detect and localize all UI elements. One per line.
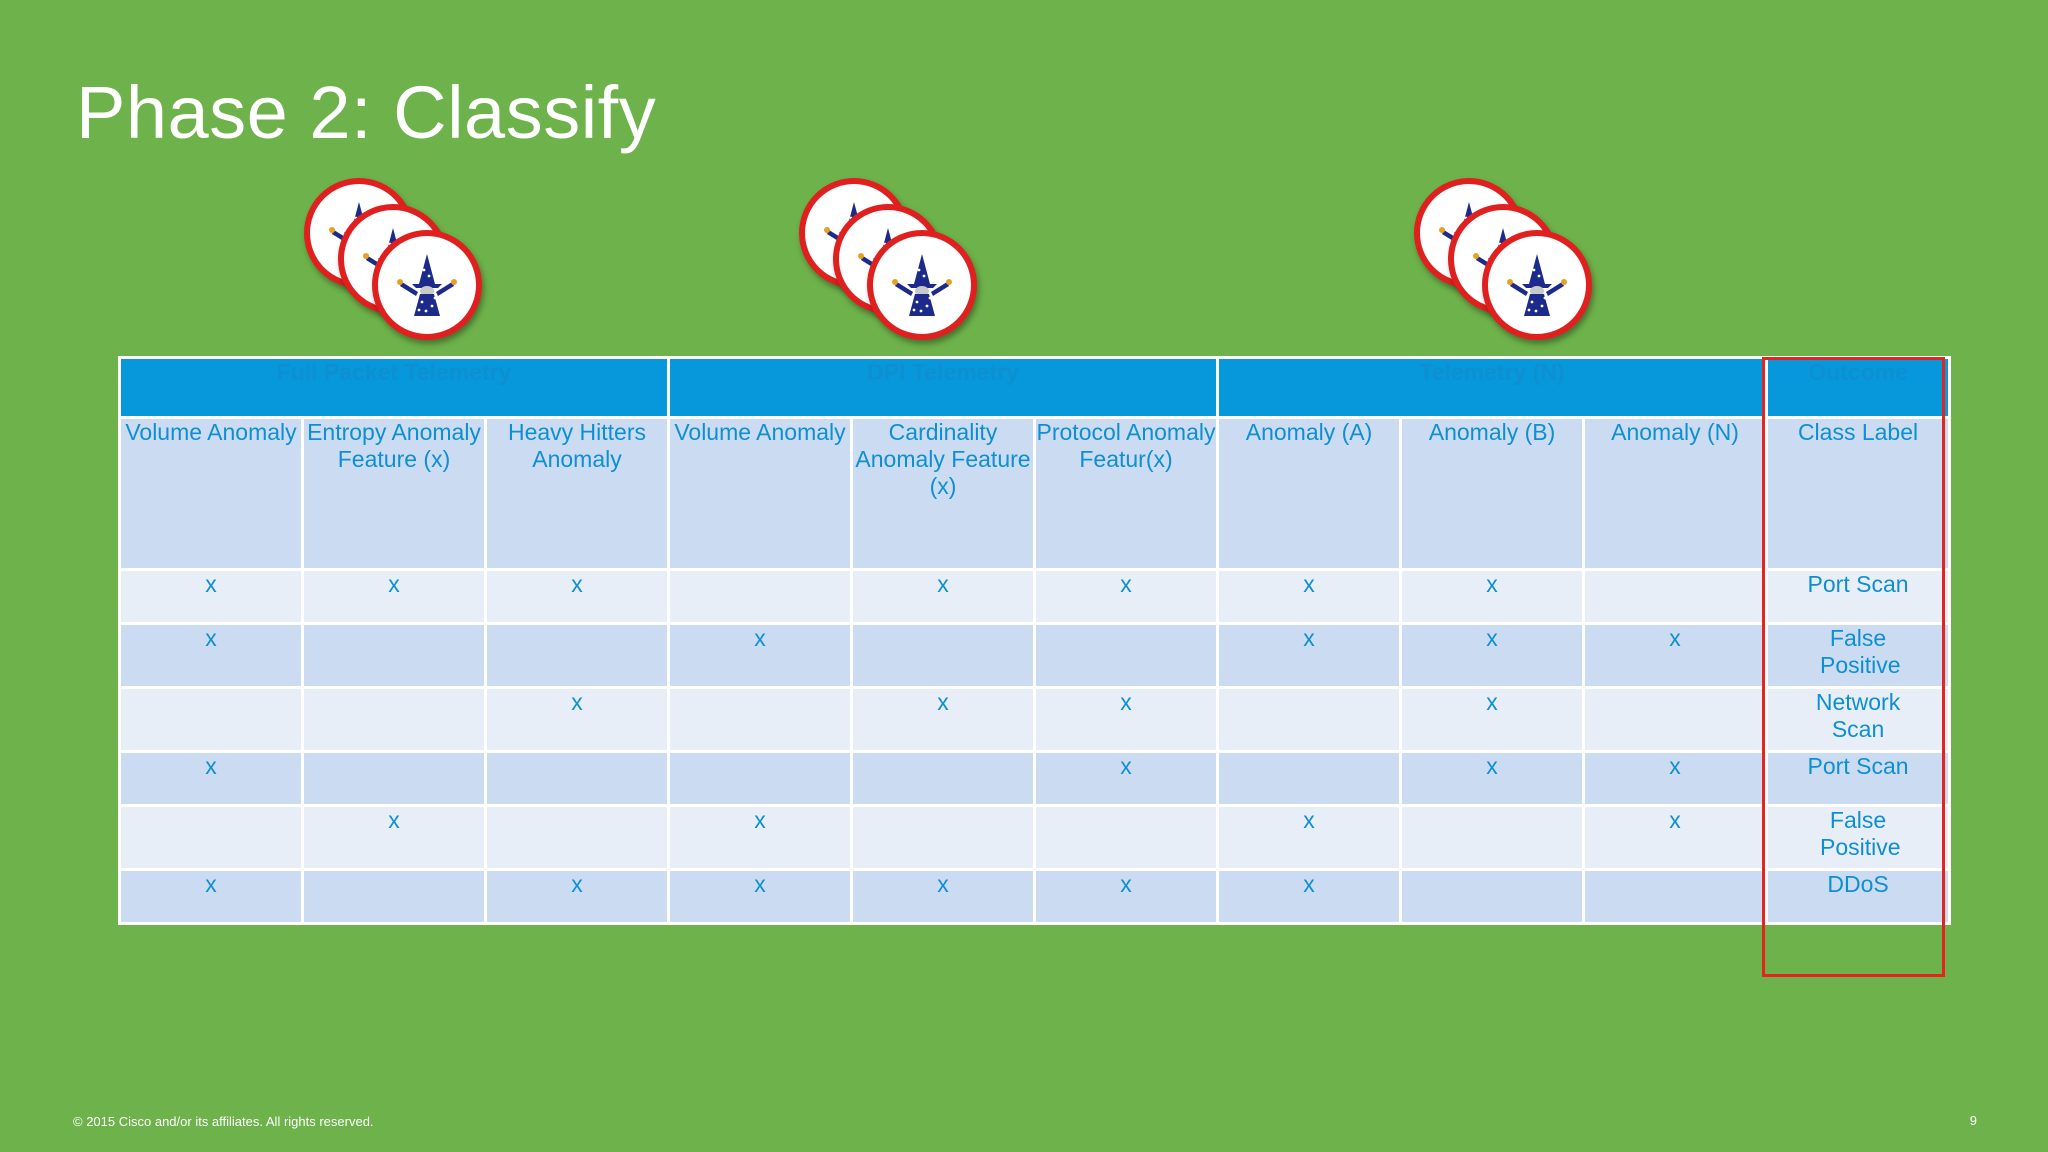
table-cell: [484, 804, 670, 871]
column-header: Volume Anomaly: [118, 416, 304, 571]
table-cell: [1399, 804, 1586, 871]
table-cell: x: [1032, 868, 1220, 925]
table-cell: x: [1216, 622, 1403, 689]
table-cell: [1032, 804, 1220, 871]
table-cell: x: [1582, 804, 1769, 871]
class-label-cell: False Positive: [1765, 804, 1952, 871]
table-cell: [667, 568, 853, 625]
table-cell: x: [1216, 568, 1403, 625]
class-label-cell: False Positive: [1765, 622, 1952, 689]
table-cell: [850, 622, 1036, 689]
page-number: 9: [1969, 1113, 1977, 1128]
table-cell: x: [1399, 686, 1586, 753]
table-cell: [1582, 568, 1769, 625]
table-cell: x: [118, 868, 304, 925]
table-cell: x: [484, 686, 670, 753]
group-header: DPI Telemetry: [666, 356, 1220, 419]
table-cell: x: [1216, 868, 1403, 925]
table-cell: [118, 686, 304, 753]
group-header-row: Full Packet Telemetry DPI Telemetry Tele…: [118, 356, 1952, 419]
column-header: Cardinality Anomaly Feature (x): [850, 416, 1036, 571]
table-row: x x x x x x DDoS: [118, 868, 1952, 925]
table-cell: [850, 750, 1036, 807]
column-header: Class Label: [1765, 416, 1952, 571]
table-cell: [484, 750, 670, 807]
table-cell: x: [484, 868, 670, 925]
table-cell: [1032, 622, 1220, 689]
table-cell: x: [118, 750, 304, 807]
table-cell: [301, 686, 487, 753]
column-header: Anomaly (A): [1216, 416, 1403, 571]
table-cell: [1582, 686, 1769, 753]
table-cell: x: [301, 568, 487, 625]
table-cell: x: [667, 622, 853, 689]
copyright-footer: © 2015 Cisco and/or its affiliates. All …: [73, 1114, 374, 1129]
table-cell: x: [1032, 686, 1220, 753]
column-header-row: Volume Anomaly Entropy Anomaly Feature (…: [118, 416, 1952, 571]
table-cell: x: [1582, 750, 1769, 807]
table-cell: [1582, 868, 1769, 925]
table-cell: x: [667, 868, 853, 925]
wizard-icon: [1482, 230, 1592, 340]
table-cell: x: [1399, 750, 1586, 807]
table-cell: [1216, 686, 1403, 753]
wizard-icon: [867, 230, 977, 340]
table-cell: [667, 750, 853, 807]
table-cell: x: [1399, 622, 1586, 689]
table-cell: x: [1032, 750, 1220, 807]
table-cell: [301, 868, 487, 925]
table-cell: x: [301, 804, 487, 871]
table-cell: x: [118, 568, 304, 625]
table-cell: [850, 804, 1036, 871]
table-cell: x: [1399, 568, 1586, 625]
group-header: Full Packet Telemetry: [118, 356, 670, 419]
table-cell: [118, 804, 304, 871]
table-cell: [1216, 750, 1403, 807]
table-cell: [667, 686, 853, 753]
table-cell: x: [1582, 622, 1769, 689]
table-row: x x x x False Positive: [118, 804, 1952, 871]
column-header: Volume Anomaly: [667, 416, 853, 571]
classification-table: Full Packet Telemetry DPI Telemetry Tele…: [118, 356, 1952, 925]
table-row: x x x x Port Scan: [118, 750, 1952, 807]
class-label-cell: Network Scan: [1765, 686, 1952, 753]
column-header: Protocol Anomaly Featur(x): [1032, 416, 1220, 571]
table-cell: x: [1216, 804, 1403, 871]
table-row: x x x x x x x Port Scan: [118, 568, 1952, 625]
table-row: x x x x Network Scan: [118, 686, 1952, 753]
wizard-icon: [372, 230, 482, 340]
table-cell: x: [484, 568, 670, 625]
table-row: x x x x x False Positive: [118, 622, 1952, 689]
table-cell: x: [1032, 568, 1220, 625]
wizard-badge-stack: [304, 178, 504, 348]
table-cell: [1399, 868, 1586, 925]
table-cell: x: [850, 568, 1036, 625]
class-label-cell: Port Scan: [1765, 568, 1952, 625]
table-cell: [301, 622, 487, 689]
table-cell: [484, 622, 670, 689]
group-header: Telemetry (N): [1216, 356, 1769, 419]
column-header: Heavy Hitters Anomaly: [484, 416, 670, 571]
slide-title: Phase 2: Classify: [76, 71, 657, 154]
table-cell: x: [850, 686, 1036, 753]
table-cell: x: [118, 622, 304, 689]
table-cell: [301, 750, 487, 807]
column-header: Anomaly (N): [1582, 416, 1769, 571]
wizard-badge-stack: [1414, 178, 1614, 348]
class-label-cell: Port Scan: [1765, 750, 1952, 807]
table-cell: x: [667, 804, 853, 871]
column-header: Anomaly (B): [1399, 416, 1586, 571]
wizard-badge-stack: [799, 178, 999, 348]
group-header: Outcome: [1765, 356, 1952, 419]
table-cell: x: [850, 868, 1036, 925]
class-label-cell: DDoS: [1765, 868, 1952, 925]
column-header: Entropy Anomaly Feature (x): [301, 416, 487, 571]
